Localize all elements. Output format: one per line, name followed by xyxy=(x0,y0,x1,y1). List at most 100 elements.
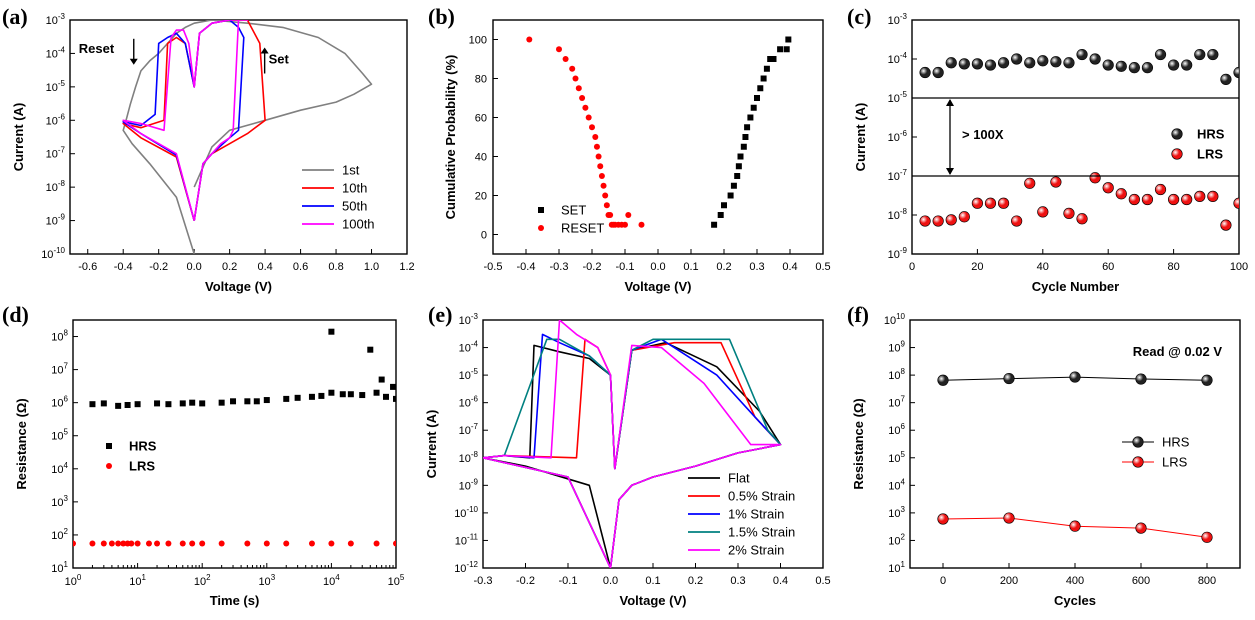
x-axis-label: Cycles xyxy=(1054,593,1096,608)
series-lrs-point xyxy=(1089,172,1101,184)
series-set-point xyxy=(763,65,770,72)
series-lrs-point xyxy=(1135,522,1147,534)
panel-label: (b) xyxy=(428,4,455,29)
series-lrs-point xyxy=(919,215,931,227)
series-set-point xyxy=(757,85,764,92)
series-lrs-point xyxy=(1194,190,1206,202)
x-tick-label: 0.8 xyxy=(328,261,343,273)
series-hrs-point xyxy=(958,58,970,70)
y-tick-label: 102 xyxy=(51,527,68,542)
series-set-point xyxy=(737,153,744,160)
series-hrs-point xyxy=(134,401,141,408)
series-set-point xyxy=(783,46,790,53)
x-tick-label: 1.0 xyxy=(364,261,379,273)
x-tick-label: 100 xyxy=(65,573,82,588)
series-lrs-point xyxy=(328,540,335,547)
series-lrs-point xyxy=(165,540,172,547)
x-tick-label: 0.0 xyxy=(187,261,202,273)
series-hrs-point xyxy=(1076,48,1088,61)
series-hrs-point xyxy=(165,401,172,408)
x-axis-label: Voltage (V) xyxy=(620,593,687,608)
series-hrs-point xyxy=(1141,62,1154,74)
series-hrs-point xyxy=(1207,48,1219,61)
series-hrs-point xyxy=(347,391,354,398)
panel-label: (d) xyxy=(2,302,29,327)
series-reset-point xyxy=(638,221,645,228)
series-reset-point xyxy=(585,114,592,121)
series-hrs-point xyxy=(253,398,260,405)
series-hrs-point xyxy=(1003,372,1015,385)
x-tick-label: 0.0 xyxy=(650,261,665,273)
series-lrs-point xyxy=(120,540,127,547)
series-reset-point xyxy=(593,143,600,150)
x-tick-label: -0.2 xyxy=(149,261,168,273)
y-axis-label: Current (A) xyxy=(424,410,439,479)
series-hrs-point xyxy=(1115,60,1127,72)
y-axis-label: Cumulative Probability (%) xyxy=(443,55,458,220)
series-set-point xyxy=(742,134,749,140)
x-tick-label: 0 xyxy=(909,261,915,273)
y-tick-label: 10-4 xyxy=(459,340,479,355)
legend-label: SET xyxy=(561,203,586,218)
series-hrs-point xyxy=(1135,373,1147,385)
series-lrs-point xyxy=(1167,193,1180,206)
x-axis-label: Time (s) xyxy=(210,593,260,608)
x-tick-label: 102 xyxy=(194,573,211,588)
series-lrs-point xyxy=(1050,176,1062,188)
series-lrs-point xyxy=(1201,531,1213,543)
y-axis-label: Current (A) xyxy=(853,103,868,172)
y-tick-label: 104 xyxy=(51,461,68,476)
series-lrs-point xyxy=(373,540,380,547)
series-hrs-point xyxy=(971,58,984,70)
series-reset-point xyxy=(592,134,599,140)
series-set-point xyxy=(777,46,784,53)
series-hrs-point xyxy=(308,393,315,400)
x-axis-label: Voltage (V) xyxy=(205,279,272,294)
series-reset-point xyxy=(597,163,604,170)
legend: Flat 0.5% Strain 1% Strain 1.5% Strain 2% St… xyxy=(688,471,795,558)
series-reset-point xyxy=(569,65,576,72)
series-hrs-point xyxy=(244,398,251,405)
x-tick-label: 0.4 xyxy=(782,261,797,273)
series-set-point xyxy=(727,192,734,199)
series-lrs-point xyxy=(997,197,1010,209)
series-hrs-point xyxy=(359,392,366,399)
legend-label: 1.5% Strain xyxy=(728,525,795,540)
series-reset-point xyxy=(582,104,589,111)
x-tick-label: 0.1 xyxy=(683,261,698,273)
y-tick-label: 10-9 xyxy=(888,246,908,261)
series-set-point xyxy=(717,212,724,218)
series-lrs-point xyxy=(308,540,315,547)
series-lrs-point xyxy=(937,513,949,525)
plot-frame xyxy=(492,19,824,255)
y-tick-label: 10-9 xyxy=(46,213,66,228)
series-hrs-point xyxy=(89,401,96,408)
x-axis-label: Cycle Number xyxy=(1032,279,1119,294)
plot-area xyxy=(937,371,1213,543)
y-tick-label: 107 xyxy=(51,362,68,377)
panel-label: (a) xyxy=(2,4,28,29)
x-tick-label: -0.2 xyxy=(516,575,535,587)
y-tick-label: 108 xyxy=(51,329,68,344)
y-tick-label: 108 xyxy=(888,367,905,382)
series-hrs-point xyxy=(263,397,270,404)
y-tick-label: 80 xyxy=(475,74,487,86)
x-axis-label: Voltage (V) xyxy=(625,279,692,294)
legend: HRS LRS xyxy=(1122,435,1190,470)
chart-d: (d)100 101 102 103 104 1051011021031041051061… xyxy=(2,302,405,608)
y-tick-label: 10-10 xyxy=(454,505,478,520)
series-50th-line xyxy=(122,20,245,221)
y-tick-label: 60 xyxy=(475,113,487,125)
y-axis-label: Current (A) xyxy=(11,103,26,172)
legend-marker xyxy=(538,207,544,213)
legend-marker xyxy=(1171,128,1183,140)
x-tick-label: -0.6 xyxy=(78,261,97,273)
x-tick-label: 400 xyxy=(1066,575,1084,587)
x-tick-label: 0.5 xyxy=(815,575,830,587)
series-hrs-point xyxy=(1089,53,1101,65)
series-hrs-point xyxy=(1037,55,1049,67)
y-tick-label: 102 xyxy=(888,532,905,547)
x-tick-label: -0.2 xyxy=(583,261,602,273)
series-hrs-point xyxy=(932,66,944,79)
series-hrs-point xyxy=(1233,66,1239,79)
